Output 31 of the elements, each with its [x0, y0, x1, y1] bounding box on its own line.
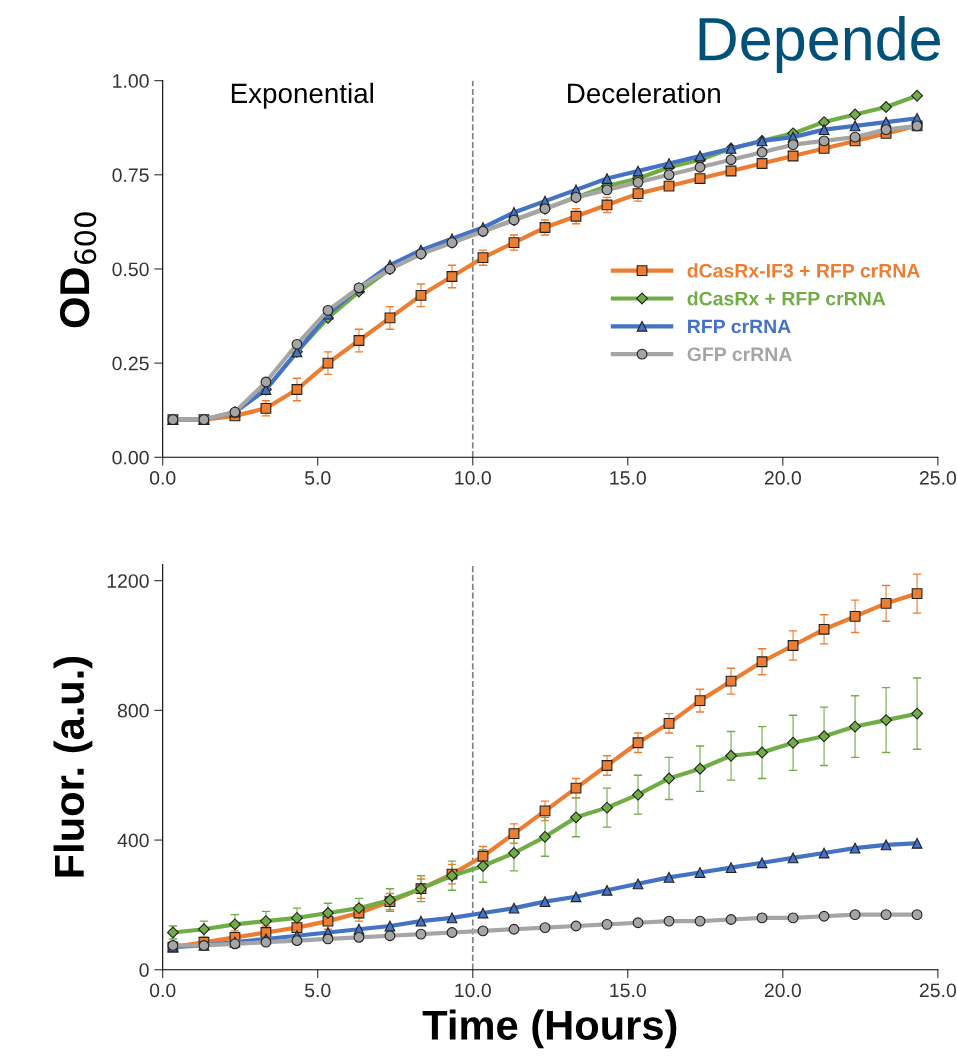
x-tick-label: 10.0 [455, 471, 491, 485]
legend-label: dCasRx-IF3 + RFP crRNA [687, 263, 920, 278]
x-tick-label: 0.0 [149, 983, 176, 998]
annotation: Exponential [231, 82, 373, 109]
legend-label: dCasRx + RFP crRNA [687, 291, 886, 306]
x-tick-label: 5.0 [304, 471, 331, 485]
y-tick-label: 0.75 [112, 168, 149, 183]
x-tick-label: 0.0 [149, 471, 176, 485]
x-tick-label: 5.0 [304, 983, 331, 998]
y-axis-title: OD$_{600}$ [59, 212, 97, 328]
x-axis-title: Time (Hours) [422, 1009, 677, 1049]
y-tick-label: 0 [139, 963, 149, 977]
legend-label: RFP crRNA [688, 319, 791, 334]
y-tick-label: 0.50 [112, 262, 149, 277]
y-tick-label: 1200 [107, 574, 149, 588]
y-tick-label: 1.00 [113, 74, 149, 88]
x-tick-label: 10.0 [455, 983, 491, 998]
annotation: Deceleration [568, 82, 720, 104]
legend-label: GFP crRNA [687, 347, 792, 362]
y-tick-label: 400 [117, 833, 149, 848]
y-tick-label: 0.25 [112, 356, 149, 371]
x-tick-label: 20.0 [764, 471, 801, 485]
x-tick-label: 15.0 [610, 983, 646, 998]
y-axis-title: Fluor. (a.u.) [53, 656, 93, 877]
text: Depende [699, 15, 940, 73]
y-tick-label: 800 [117, 703, 149, 718]
x-tick-label: 25.0 [919, 471, 957, 485]
x-tick-label: 20.0 [764, 983, 801, 998]
x-tick-label: 15.0 [610, 471, 646, 485]
x-tick-label: 25.0 [919, 983, 957, 998]
y-tick-label: 0.00 [112, 450, 149, 465]
